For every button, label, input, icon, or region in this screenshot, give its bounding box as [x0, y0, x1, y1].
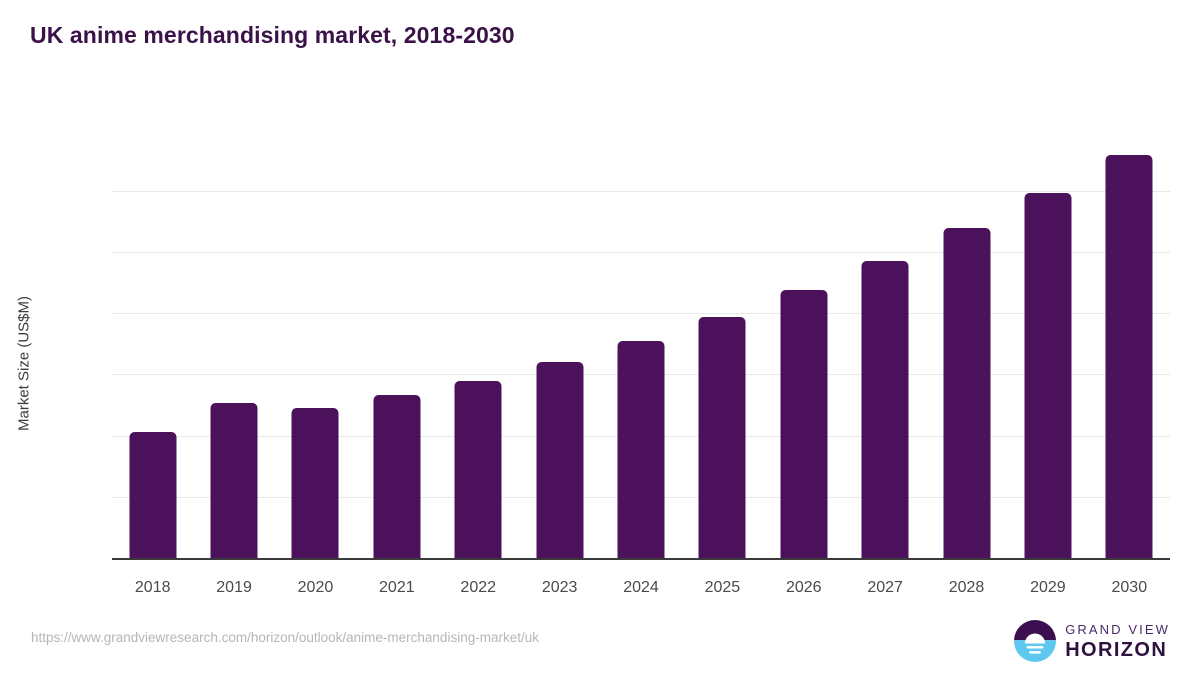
y-axis-title: Market Size (US$M) — [15, 295, 33, 432]
x-tick-label: 2018 — [134, 579, 171, 596]
x-tick-label: 2028 — [948, 579, 985, 596]
bar-group: 2023 — [519, 142, 600, 596]
bar-2018[interactable] — [129, 431, 177, 558]
x-tick-label: 2021 — [379, 579, 415, 596]
bar-group: 2018 — [112, 142, 193, 596]
x-tick-label: 2025 — [704, 579, 741, 596]
bar-group: 2027 — [844, 142, 925, 596]
bar-series: 2018 2019 2020 2021 2022 2023 2024 2025 2026 2027… — [112, 142, 1170, 596]
axis-baseline — [112, 558, 1170, 560]
bar-group: 2021 — [356, 142, 437, 596]
x-tick-label: 2024 — [623, 579, 659, 596]
x-tick-label: 2026 — [785, 579, 822, 596]
bar-2026[interactable] — [780, 290, 828, 558]
horizon-logo-icon — [1014, 620, 1057, 662]
x-tick-label: 2022 — [460, 579, 497, 596]
plot-area: 050100150200250300 201820192020202120222… — [112, 142, 1170, 596]
brand-logo: GRAND VIEW HORIZON — [1014, 620, 1170, 662]
gridline — [112, 252, 1170, 254]
x-tick-label: 2020 — [297, 579, 334, 596]
bar-group: 2028 — [926, 142, 1007, 596]
bar-group: 2019 — [193, 142, 274, 596]
bar-2025[interactable] — [698, 316, 746, 558]
bar-group: 2024 — [600, 142, 681, 596]
x-tick-label: 2027 — [867, 579, 903, 596]
x-tick-label: 2029 — [1030, 579, 1066, 596]
bar-group: 2025 — [682, 142, 763, 596]
bar-2019[interactable] — [210, 402, 258, 558]
logo-horizon-text: HORIZON — [1065, 638, 1168, 661]
bar-2022[interactable] — [454, 380, 502, 558]
bar-2027[interactable] — [861, 260, 909, 558]
bar-group: 2030 — [1089, 142, 1170, 596]
logo-grand-view-text: GRAND VIEW — [1065, 621, 1170, 637]
bar-2028[interactable] — [943, 227, 991, 558]
bar-2020[interactable] — [291, 407, 339, 558]
bar-2029[interactable] — [1024, 193, 1072, 558]
bar-2023[interactable] — [536, 362, 584, 558]
bar-group: 2020 — [275, 142, 356, 596]
logo-wordmark: GRAND VIEW HORIZON — [1065, 623, 1170, 660]
bar-group: 2022 — [438, 142, 519, 596]
source-url[interactable]: https://www.grandviewresearch.com/horizo… — [31, 630, 539, 645]
bar-2021[interactable] — [373, 395, 421, 558]
x-tick-label: 2019 — [216, 579, 252, 596]
bar-group: 2029 — [1007, 142, 1088, 596]
x-tick-label: 2030 — [1111, 579, 1148, 596]
bar-group: 2026 — [763, 142, 844, 596]
gridline — [112, 313, 1170, 315]
gridline — [112, 190, 1170, 192]
bar-2024[interactable] — [617, 341, 665, 558]
x-tick-label: 2023 — [541, 579, 578, 596]
page-title: UK anime merchandising market, 2018-2030 — [30, 22, 515, 48]
bar-2030[interactable] — [1105, 155, 1153, 558]
